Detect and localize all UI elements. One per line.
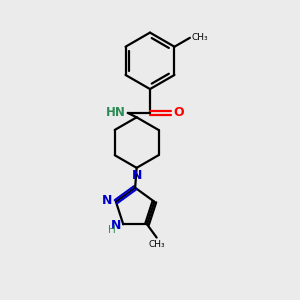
Text: HN: HN (106, 106, 126, 119)
Text: N: N (131, 169, 142, 182)
Text: CH₃: CH₃ (192, 33, 208, 42)
Text: N: N (110, 219, 121, 232)
Text: H: H (108, 225, 116, 235)
Text: CH₃: CH₃ (149, 240, 166, 249)
Text: N: N (102, 194, 112, 207)
Text: O: O (174, 106, 184, 119)
